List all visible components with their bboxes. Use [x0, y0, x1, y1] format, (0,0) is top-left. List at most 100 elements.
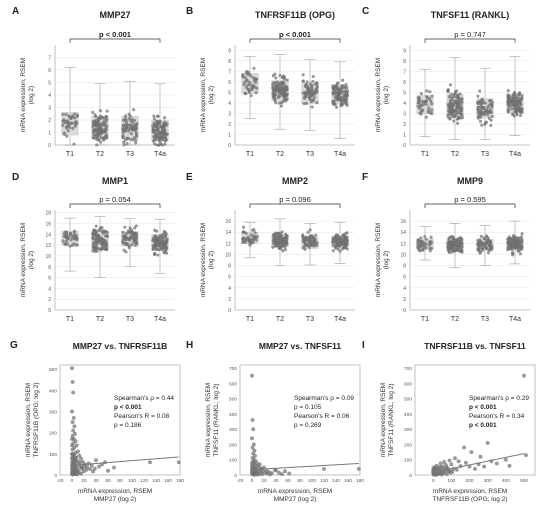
- data-point: [248, 243, 252, 247]
- data-point: [247, 72, 251, 76]
- y-tick-label: 8: [403, 59, 406, 65]
- box-t3: [476, 67, 494, 141]
- x-axis-label: mRNA expression, RSEM: [78, 488, 152, 495]
- data-point: [522, 373, 526, 378]
- x-tick-label: T2: [451, 316, 459, 323]
- data-point: [303, 93, 307, 97]
- x-tick-label: -20: [237, 478, 244, 484]
- x-tick-label: T4a: [509, 151, 521, 158]
- data-point: [460, 97, 464, 101]
- panel-f: F MMP9 0 2 4 6 8 10 12 14 16 mRNA expression, RSEM(…: [362, 172, 530, 323]
- box-t4a: [331, 61, 349, 139]
- data-point: [454, 247, 458, 251]
- data-point: [247, 80, 251, 84]
- stat-line: p = 0.186: [114, 422, 142, 429]
- box-t3: [301, 59, 319, 131]
- data-point: [246, 87, 250, 91]
- data-point: [450, 470, 455, 474]
- box-t4a: [331, 221, 349, 264]
- data-point: [66, 129, 70, 133]
- data-point: [162, 235, 166, 239]
- data-point: [331, 249, 335, 253]
- data-point: [277, 238, 281, 242]
- data-point: [134, 124, 138, 128]
- data-point: [130, 228, 134, 232]
- y-tick-label: 2: [48, 118, 51, 124]
- data-point: [480, 111, 484, 115]
- y-tick-label: 100: [229, 458, 237, 464]
- x-tick-label: T3: [481, 316, 489, 323]
- data-point: [158, 121, 162, 125]
- regression-line: [431, 453, 525, 474]
- box-t4a: [506, 56, 524, 136]
- data-point: [444, 465, 449, 470]
- stat-line: p < 0.001: [469, 404, 497, 411]
- y-tick-label: 600: [229, 381, 237, 387]
- data-point: [490, 105, 494, 109]
- data-point: [134, 233, 138, 237]
- x-tick-label: 100: [308, 478, 316, 484]
- data-point: [256, 472, 260, 477]
- data-point: [313, 237, 317, 241]
- data-point: [73, 455, 77, 459]
- data-point: [241, 73, 245, 77]
- data-point: [483, 110, 487, 114]
- data-point: [163, 142, 167, 146]
- data-point: [478, 454, 483, 459]
- x-axis-label: MMP27 (log 2): [94, 496, 137, 503]
- data-point: [476, 106, 480, 110]
- data-point: [152, 114, 156, 118]
- data-point: [61, 123, 65, 127]
- chart-title: MMP2: [282, 176, 308, 186]
- data-point: [430, 94, 434, 98]
- data-point: [282, 238, 286, 242]
- data-point: [447, 251, 451, 255]
- stat-line: p = 0.269: [294, 422, 322, 429]
- data-point: [462, 445, 467, 450]
- y-tick-label: 2: [228, 297, 231, 303]
- data-point: [94, 458, 98, 463]
- data-point: [315, 101, 319, 105]
- data-point: [156, 253, 160, 257]
- data-point: [342, 241, 346, 245]
- data-point: [520, 110, 524, 114]
- data-point: [274, 101, 278, 105]
- x-tick-label: 500: [520, 478, 528, 484]
- y-tick-label: 2: [48, 297, 51, 303]
- data-point: [276, 242, 280, 246]
- y-tick-label: 2: [228, 122, 231, 128]
- y-axis-label: mRNA expression, RSEM: [20, 58, 27, 132]
- data-point: [281, 99, 285, 103]
- data-point: [243, 76, 247, 80]
- data-point: [336, 244, 340, 248]
- data-point: [273, 241, 277, 245]
- data-point: [425, 99, 429, 103]
- data-point: [101, 247, 105, 251]
- x-tick-label: T3: [481, 151, 489, 158]
- data-point: [450, 244, 454, 248]
- data-point: [277, 95, 281, 99]
- p-value: p = 0.096: [279, 195, 311, 204]
- data-point: [242, 83, 246, 87]
- data-point: [273, 92, 277, 96]
- data-point: [280, 230, 284, 234]
- data-point: [245, 78, 249, 82]
- data-point: [452, 114, 456, 118]
- stat-line: Spearman's ρ = 0.29: [469, 395, 529, 402]
- chart-title: MMP1: [102, 176, 128, 186]
- data-point: [457, 110, 461, 114]
- y-tick-label: 4: [228, 286, 231, 292]
- data-point: [253, 231, 257, 235]
- x-tick-label: 60: [285, 478, 291, 484]
- data-point: [454, 95, 458, 99]
- data-point: [345, 243, 349, 247]
- x-axis-label: TNFRSF11B (OPG; log 2): [432, 496, 507, 503]
- data-point: [490, 114, 494, 118]
- data-point: [524, 453, 528, 458]
- data-point: [271, 239, 275, 243]
- data-point: [244, 92, 248, 96]
- data-point: [285, 242, 289, 246]
- y-tick-label: 8: [228, 59, 231, 65]
- data-point: [279, 240, 283, 244]
- data-point: [163, 116, 167, 120]
